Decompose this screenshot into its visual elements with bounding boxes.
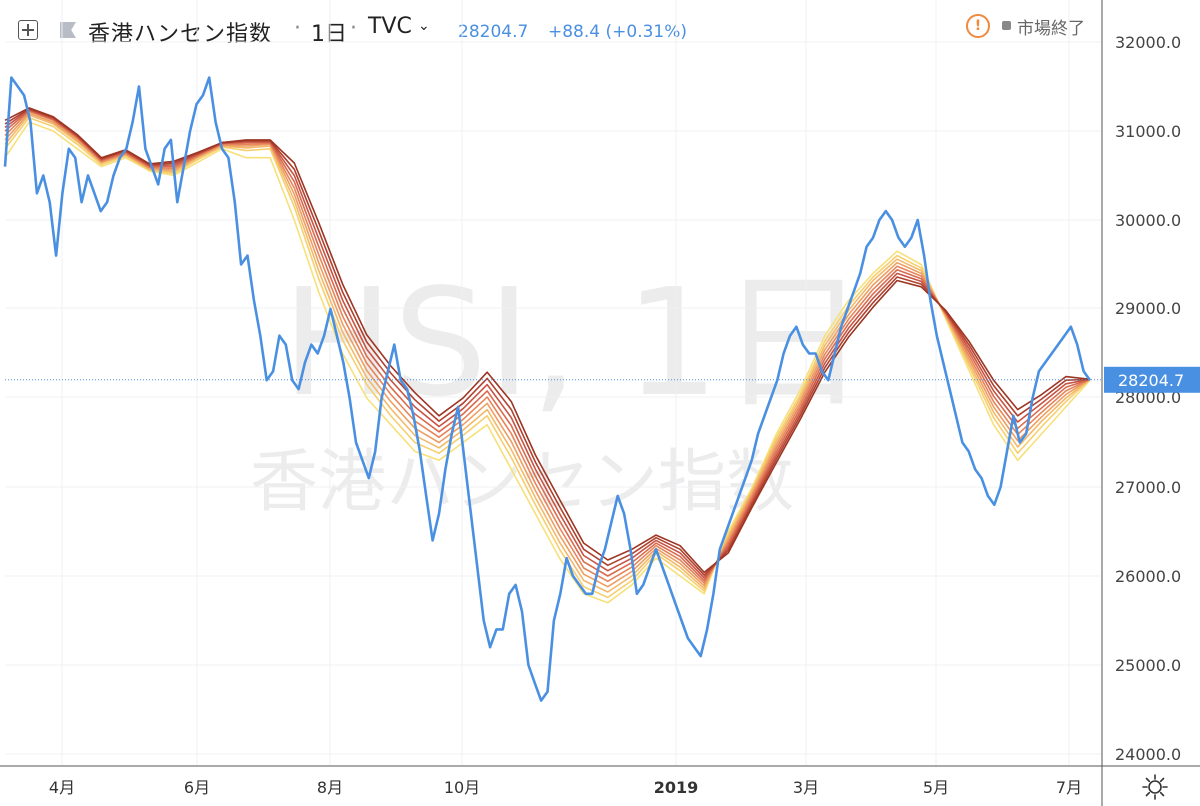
- last-price: 28204.7: [458, 22, 529, 42]
- last-price-label: 28204.7: [1118, 371, 1184, 390]
- last-price-label-bg: [1104, 366, 1200, 393]
- y-tick-label: 25000.0: [1115, 656, 1181, 675]
- ribbon-ma-line: [4, 121, 1091, 604]
- x-tick-label: 10月: [444, 778, 480, 797]
- x-tick-label: 2019: [654, 778, 699, 797]
- y-tick-label: 30000.0: [1115, 211, 1181, 230]
- x-tick-label: 4月: [49, 778, 75, 797]
- separator: ·: [350, 16, 357, 41]
- ribbon-ma-line: [4, 107, 1091, 574]
- ribbon-ma-line: [4, 109, 1091, 582]
- settings-gear-icon[interactable]: [1140, 772, 1170, 802]
- x-tick-label: 5月: [923, 778, 949, 797]
- symbol-flag-icon: [60, 22, 76, 38]
- y-tick-label: 32000.0: [1115, 33, 1181, 52]
- y-tick-label: 26000.0: [1115, 567, 1181, 586]
- x-tick-label: 8月: [317, 778, 343, 797]
- ribbon-ma-line: [4, 116, 1091, 599]
- symbol-name[interactable]: 香港ハンセン指数: [88, 22, 273, 47]
- y-tick-label: 31000.0: [1115, 122, 1181, 141]
- market-status-icon: [1002, 21, 1011, 30]
- chart-header: 香港ハンセン指数 · 1日 · TVC ⌄ 28204.7 +88.4 (+0.…: [0, 0, 1100, 60]
- x-tick-label: 3月: [793, 778, 819, 797]
- price-series-line: [3, 76, 1092, 702]
- x-tick-label: 6月: [184, 778, 210, 797]
- y-tick-label: 24000.0: [1115, 745, 1181, 764]
- ribbon-ma-line: [4, 114, 1091, 593]
- ribbon-ma-line: [4, 108, 1091, 579]
- ribbon-ma-line: [4, 112, 1091, 588]
- x-tick-label: 7月: [1056, 778, 1082, 797]
- separator: ·: [294, 16, 301, 41]
- source-label[interactable]: TVC: [368, 14, 412, 39]
- chevron-down-icon[interactable]: ⌄: [418, 18, 430, 34]
- warning-icon[interactable]: !: [966, 14, 990, 38]
- market-status: 市場終了: [1017, 19, 1085, 39]
- ribbon-ma-line: [4, 110, 1091, 584]
- y-tick-label: 27000.0: [1115, 478, 1181, 497]
- compare-add-icon[interactable]: [18, 20, 38, 40]
- price-change: +88.4 (+0.31%): [548, 22, 688, 42]
- interval-label[interactable]: 1日: [311, 22, 347, 47]
- y-tick-label: 29000.0: [1115, 299, 1181, 318]
